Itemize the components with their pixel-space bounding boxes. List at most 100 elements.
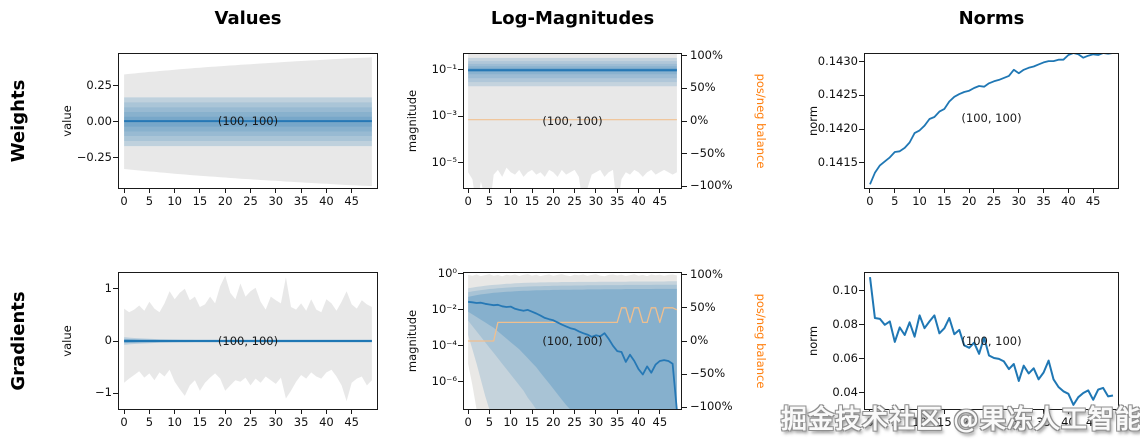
plot-gradients-norm-x-tick-label: 25 [986, 415, 1002, 429]
plot-gradients-values-y-tick-mark [113, 392, 118, 394]
plot-weights-logmag-band-min-max [468, 53, 677, 189]
plot-weights-logmag: 0 5 10 15 20 25 30 35 40 45 10⁻¹ 10⁻³ 10⁻⁵ 100% 50% 0% −… [405, 49, 768, 206]
plot-weights-logmag-x-tick-label: 20 [545, 194, 561, 208]
plot-weights-norm-y-tick-mark [859, 94, 864, 96]
plot-weights-values-x-tick-label: 20 [217, 194, 233, 208]
plot-gradients-norm-y-tick-label: 0.08 [832, 316, 858, 331]
plot-gradients-values-shape-annotation: (100, 100) [217, 334, 279, 348]
plot-weights-norm-y-tick-mark [859, 128, 864, 130]
plot-gradients-logmag-x-tick-mark [467, 410, 469, 414]
plot-weights-norm-x-tick-mark [993, 189, 995, 193]
plot-weights-logmag-x-tick-label: 15 [524, 194, 540, 208]
plot-weights-norm-x-tick-mark [894, 189, 896, 193]
plot-gradients-norm-x-tick-mark [1018, 410, 1020, 414]
plot-weights-values-x-tick-label: 10 [167, 194, 182, 208]
plot-gradients-norm-spines [864, 272, 1119, 410]
plot-gradients-logmag-y-tick-label: 10⁻² [431, 301, 457, 316]
plot-weights-logmag-y-tick-mark [458, 69, 463, 71]
plot-gradients-norm-x-tick-label: 20 [961, 415, 977, 429]
plot-weights-norm-x-tick-label: 20 [961, 194, 977, 208]
plot-gradients-logmag-right-tick-label: 100% [690, 266, 723, 281]
plot-weights-values-x-tick-mark [123, 189, 125, 193]
plot-weights-logmag-x-tick-mark [552, 189, 554, 193]
plot-gradients-logmag-shape-annotation: (100, 100) [542, 334, 603, 348]
plot-weights-values-x-tick-mark [275, 189, 277, 193]
plot-gradients-logmag-band-p25-75 [468, 288, 677, 410]
plot-weights-logmag-right-axis-label: pos/neg balance [754, 73, 768, 169]
column-title-log-magnitudes: Log-Magnitudes [490, 8, 655, 29]
plot-weights-logmag-right-tick-mark [682, 120, 687, 122]
plot-weights-norm-x-tick-label: 10 [912, 194, 927, 208]
plot-gradients-norm-x-tick-mark [968, 410, 970, 414]
plot-weights-norm-x-tick-mark [1018, 189, 1020, 193]
plot-gradients-logmag-y-tick-mark [458, 345, 463, 347]
plot-gradients-logmag-x-tick-mark [552, 410, 554, 414]
plot-weights-values: 0 5 10 15 20 25 30 35 40 45 0.25 0.00 −0.25 value (100… [60, 53, 378, 207]
column-title-norms: Norms [958, 8, 1025, 29]
plot-weights-values-x-tick-label: 0 [120, 194, 128, 208]
plot-gradients-values-y-tick-mark [113, 288, 118, 290]
plot-weights-norm-x-tick-mark [1067, 189, 1069, 193]
plot-weights-values-x-tick-mark [250, 189, 252, 193]
plot-weights-logmag-y-tick-label: 10⁻¹ [431, 61, 457, 76]
plot-weights-values-x-tick-mark [325, 189, 327, 193]
plot-weights-norm-x-tick-label: 35 [1036, 194, 1051, 208]
plot-weights-values-y-tick-mark [113, 157, 118, 158]
plot-gradients-logmag-y-tick-mark [458, 273, 463, 275]
plot-gradients-values-x-tick-mark [199, 410, 201, 414]
plot-gradients-norm-x-tick-mark [993, 410, 995, 414]
plot-weights-logmag-x-tick-mark [467, 189, 469, 193]
plot-gradients-logmag-x-tick-label: 25 [567, 415, 582, 429]
plot-gradients-logmag-right-tick-label: −100% [690, 399, 733, 414]
plot-gradients-values-x-tick-mark [250, 410, 252, 414]
plot-gradients-logmag-y-axis-label: magnitude [405, 309, 419, 373]
plot-weights-logmag-x-tick-mark [488, 189, 490, 193]
plot-gradients-values-x-tick-mark [300, 410, 302, 414]
plot-weights-norm-x-tick-label: 5 [891, 194, 899, 208]
plot-gradients-logmag-right-tick-mark [682, 406, 687, 408]
plot-weights-values-canvas [118, 53, 378, 189]
plot-gradients-values-spines [118, 272, 378, 410]
plot-weights-logmag-x-tick-label: 40 [631, 194, 646, 208]
plot-gradients-logmag: 0 5 10 15 20 25 30 35 40 45 10⁰ 10⁻² 10⁻⁴ 10⁻⁶ 100% 50%… [405, 267, 768, 427]
plot-gradients-logmag-right-tick-label: 50% [690, 299, 716, 314]
plot-gradients-logmag-right-tick-label: 0% [690, 333, 709, 347]
plot-gradients-values-x-tick-mark [148, 410, 150, 414]
plot-gradients-logmag-x-tick-label: 10 [503, 415, 519, 429]
plot-weights-norm-y-tick-mark [859, 162, 864, 164]
plot-weights-values-x-tick-mark [148, 189, 150, 193]
plot-gradients-logmag-right-tick-mark [682, 274, 687, 276]
plot-weights-values-y-tick-label: 0.25 [86, 77, 112, 92]
plot-gradients-norm-x-tick-label: 5 [891, 415, 899, 429]
plot-weights-norm-shape-annotation: (100, 100) [961, 111, 1022, 126]
plot-weights-values-y-tick-label: −0.25 [76, 149, 112, 164]
plot-gradients-norm-y-tick-label: 0.04 [832, 384, 858, 399]
plot-gradients-logmag-right-tick-mark [682, 307, 687, 309]
plot-weights-logmag-canvas [463, 53, 682, 189]
plot-gradients-values-x-tick-label: 0 [120, 415, 128, 429]
plot-gradients-values-y-axis-label: value [60, 325, 74, 357]
plot-gradients-logmag-y-tick-label: 10⁰ [437, 265, 457, 280]
plot-weights-values-shape-annotation: (100, 100) [217, 114, 279, 128]
plot-gradients-values-x-tick-mark [325, 410, 327, 414]
plot-gradients-values-canvas [118, 272, 378, 410]
plot-gradients-norm-x-tick-label: 15 [937, 415, 952, 429]
plot-weights-logmag-x-tick-label: 10 [503, 194, 519, 208]
plot-gradients-logmag-band-p10-90 [468, 284, 677, 410]
plot-weights-logmag-spines [463, 53, 682, 189]
plot-gradients-norm-y-tick-label: 0.10 [832, 282, 858, 297]
plot-gradients-logmag-x-tick-mark [616, 410, 618, 414]
plot-gradients-logmag-y-tick-label: 10⁻⁴ [431, 337, 457, 352]
plot-gradients-values-x-tick-mark [123, 410, 125, 414]
plot-gradients-values-x-tick-mark [174, 410, 176, 414]
plot-weights-norm-x-tick-mark [919, 189, 921, 193]
plot-gradients-logmag-x-tick-label: 45 [652, 415, 668, 429]
plot-weights-norm-x-tick-label: 40 [1061, 194, 1076, 208]
plot-gradients-logmag-canvas [463, 272, 682, 410]
plot-gradients-norm-y-tick-mark [859, 290, 864, 292]
plot-gradients-values-y-tick-label: 1 [104, 280, 112, 295]
plot-weights-values-x-tick-mark [199, 189, 201, 193]
plot-weights-logmag-x-tick-mark [659, 189, 661, 193]
plot-gradients-values-y-tick-label: 0 [104, 333, 112, 347]
